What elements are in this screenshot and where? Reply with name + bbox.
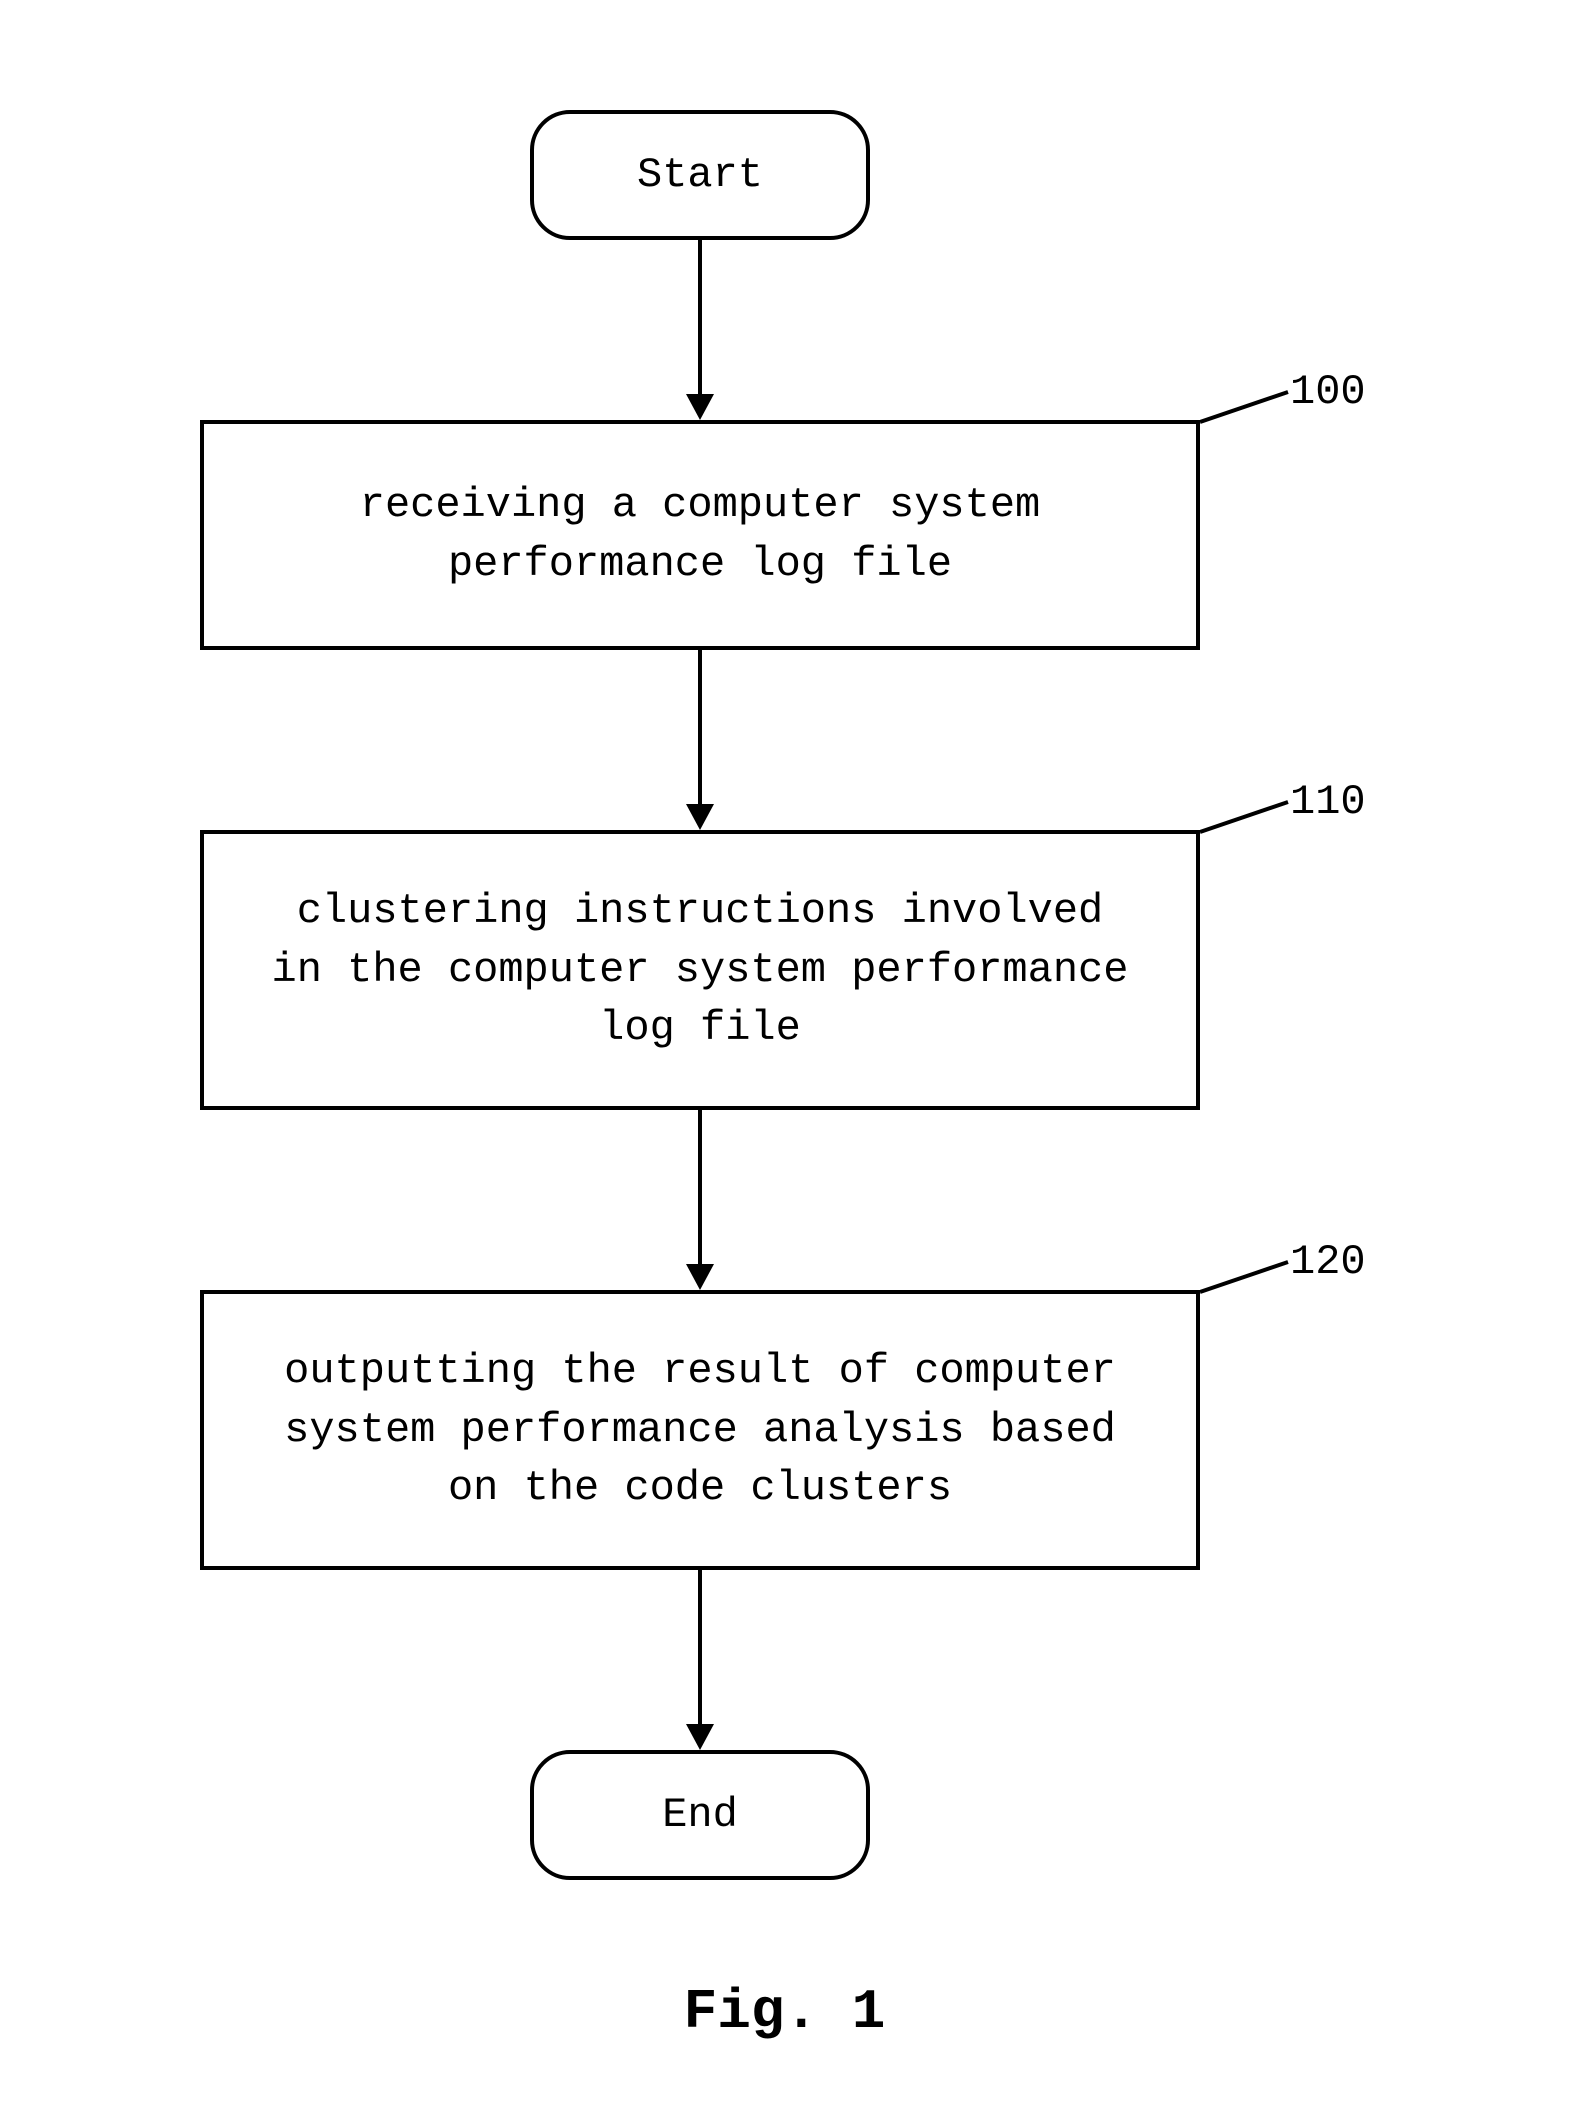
process-100-label: receiving a computer system performance … (360, 476, 1041, 594)
process-node-100: receiving a computer system performance … (200, 420, 1200, 650)
arrow-110-120 (686, 1110, 714, 1290)
ref-line-110 (1200, 790, 1300, 850)
process-node-120: outputting the result of computer system… (200, 1290, 1200, 1570)
ref-line-100 (1200, 380, 1300, 440)
flowchart-container: Start receiving a computer system perfor… (0, 0, 1569, 2111)
ref-label-120: 120 (1290, 1238, 1366, 1286)
process-120-label: outputting the result of computer system… (284, 1342, 1116, 1518)
arrow-120-end (686, 1570, 714, 1750)
ref-label-100: 100 (1290, 368, 1366, 416)
ref-line-120 (1200, 1250, 1300, 1310)
start-label: Start (637, 146, 763, 205)
ref-label-110: 110 (1290, 778, 1366, 826)
end-label: End (662, 1786, 738, 1845)
figure-caption: Fig. 1 (684, 1980, 886, 2044)
arrow-start-100 (686, 240, 714, 420)
process-node-110: clustering instructions involved in the … (200, 830, 1200, 1110)
start-node: Start (530, 110, 870, 240)
end-node: End (530, 1750, 870, 1880)
arrow-100-110 (686, 650, 714, 830)
process-110-label: clustering instructions involved in the … (272, 882, 1129, 1058)
